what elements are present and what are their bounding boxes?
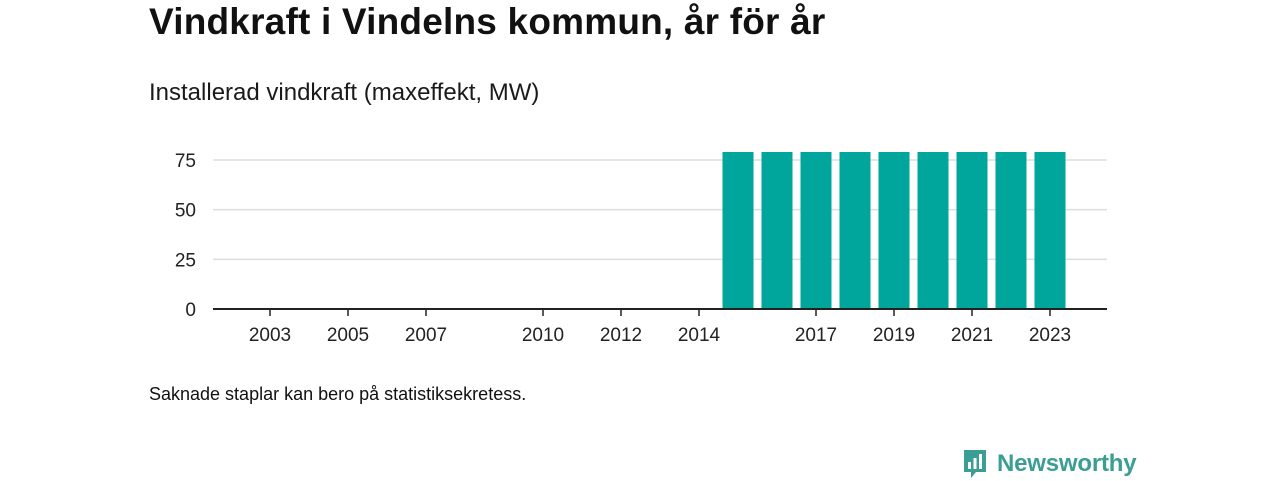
bar-2023 bbox=[1034, 151, 1066, 309]
y-tick-label: 75 bbox=[175, 151, 196, 172]
bar-2019 bbox=[878, 151, 910, 309]
brand-logo[interactable]: Newsworthy bbox=[962, 447, 1137, 481]
y-tick-label: 50 bbox=[175, 201, 196, 222]
bar-2018 bbox=[839, 151, 871, 309]
x-tick-label: 2010 bbox=[522, 325, 564, 346]
x-tick-label: 2005 bbox=[327, 325, 369, 346]
bar-2016 bbox=[761, 151, 793, 309]
newsworthy-logo-icon bbox=[964, 450, 986, 478]
chart-subtitle: Installerad vindkraft (maxeffekt, MW) bbox=[149, 79, 540, 106]
x-tick-label: 2014 bbox=[678, 325, 721, 346]
chart-title: Vindkraft i Vindelns kommun, år för år bbox=[149, 1, 826, 42]
bar-2021 bbox=[956, 151, 988, 309]
x-tick-label: 2007 bbox=[405, 325, 447, 346]
x-tick-label: 2003 bbox=[249, 325, 291, 346]
x-tick-label: 2019 bbox=[873, 325, 915, 346]
y-tick-label: 0 bbox=[185, 300, 196, 321]
x-tick-label: 2023 bbox=[1029, 325, 1071, 346]
bar-2015 bbox=[722, 151, 754, 309]
x-tick-label: 2021 bbox=[951, 325, 993, 346]
x-tick-label: 2017 bbox=[795, 325, 837, 346]
footnote: Saknade staplar kan bero på statistiksek… bbox=[149, 384, 527, 404]
brand-name: Newsworthy bbox=[997, 450, 1137, 477]
y-tick-label: 25 bbox=[175, 250, 196, 271]
x-tick-label: 2012 bbox=[600, 325, 642, 346]
bar-2020 bbox=[917, 151, 949, 309]
bar-2017 bbox=[800, 151, 832, 309]
bar-2022 bbox=[995, 151, 1027, 309]
